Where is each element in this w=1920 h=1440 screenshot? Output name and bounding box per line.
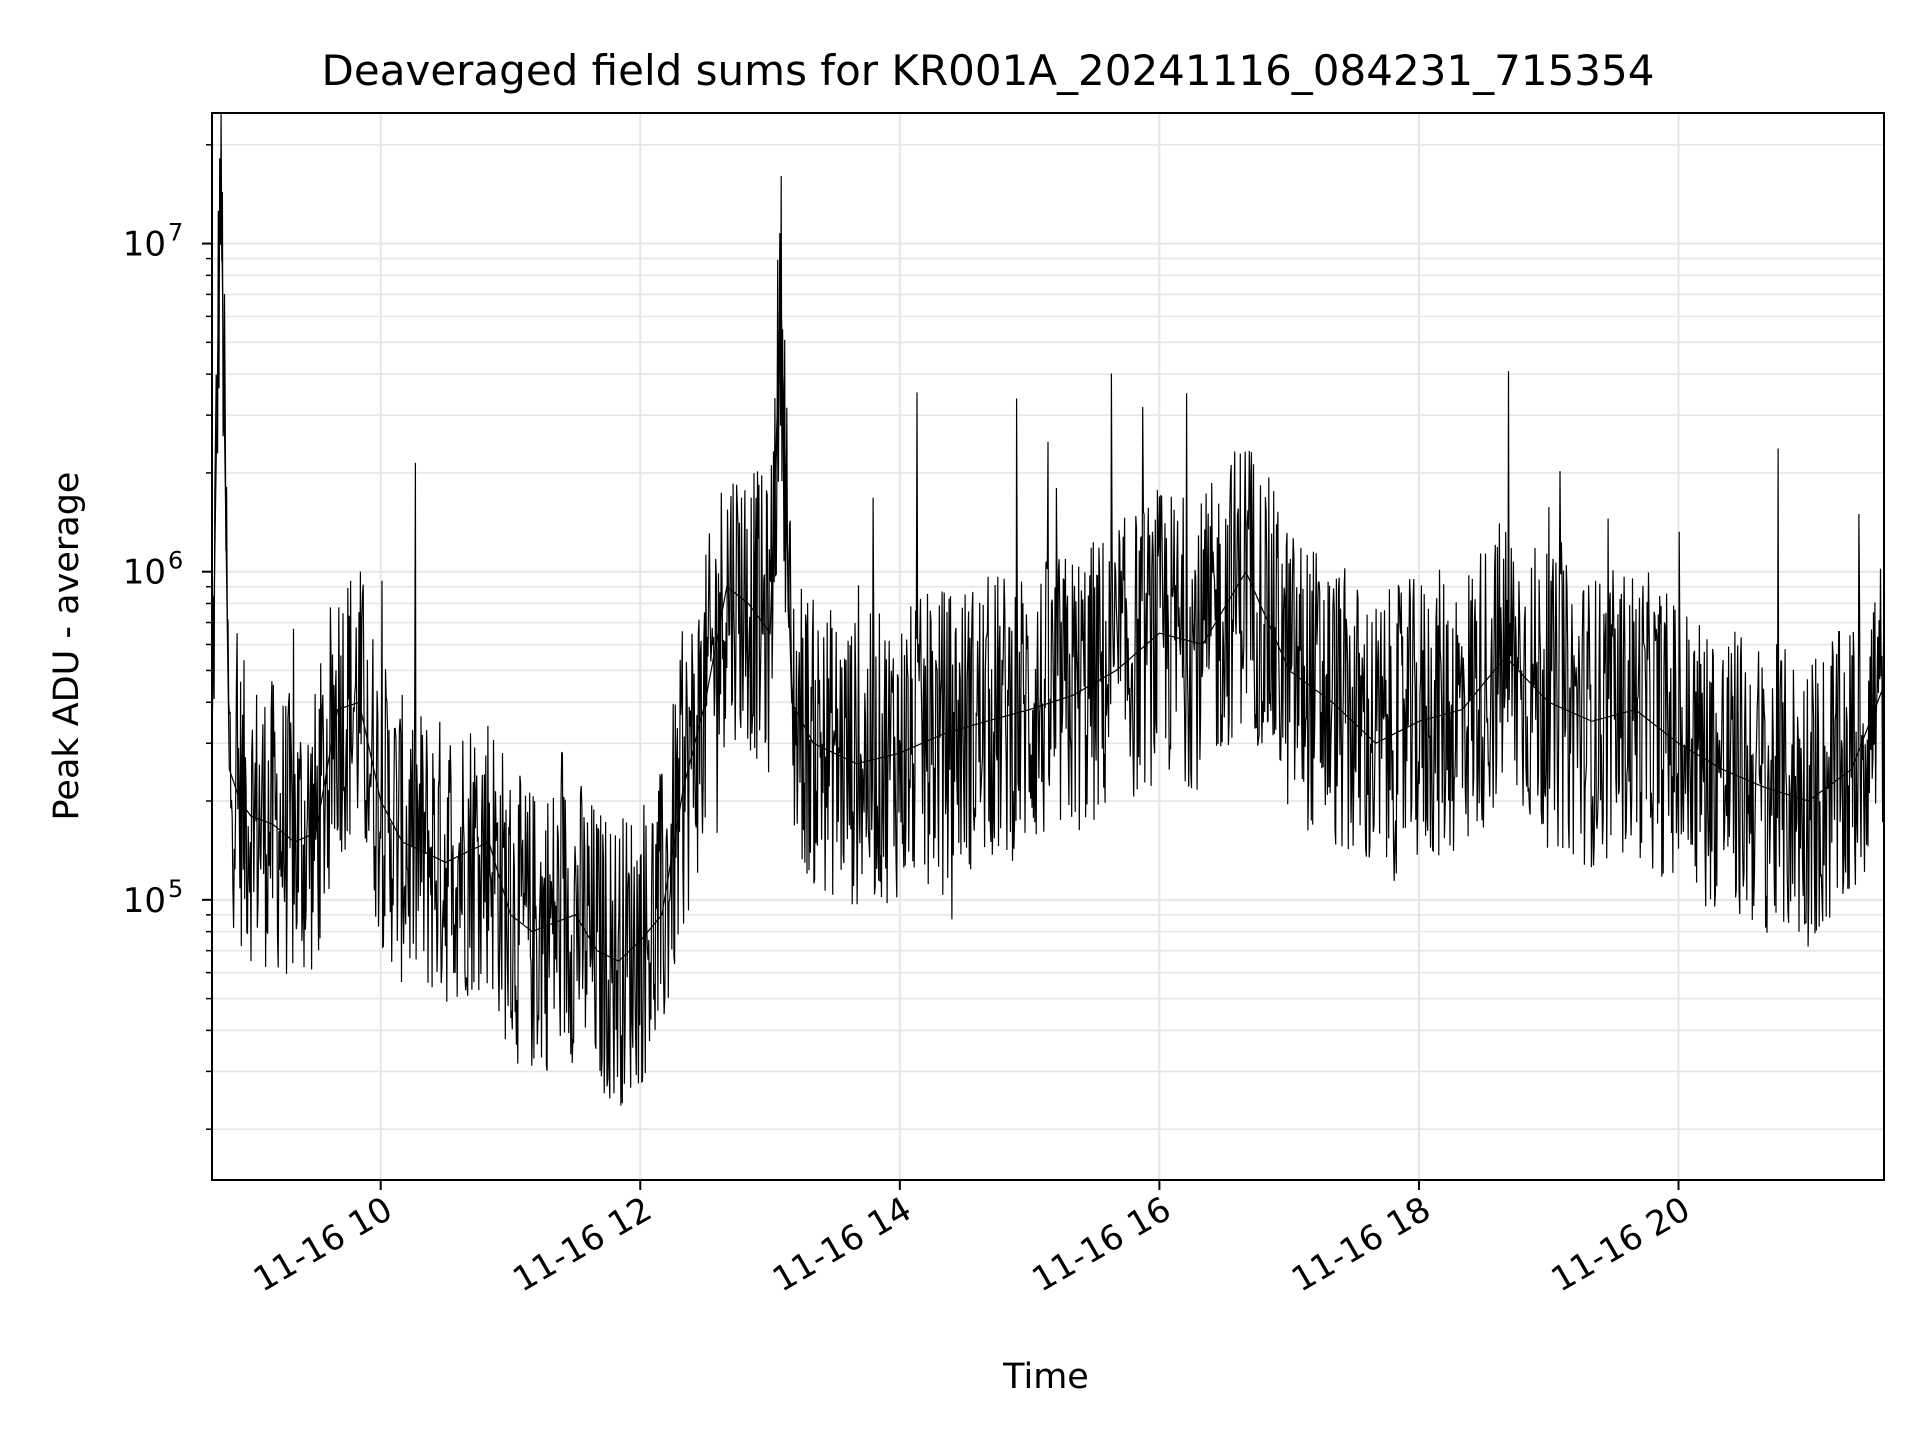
y-tick-label: 106: [123, 547, 184, 593]
series-line: [212, 159, 1884, 962]
x-axis-label: Time: [1002, 1357, 1089, 1397]
y-axis-label: Peak ADU - average: [47, 472, 87, 821]
y-ticks: 105 106 107: [123, 144, 212, 1130]
y-tick-label: 105: [123, 875, 184, 921]
series-trace: [212, 113, 1884, 1106]
x-tick-label: 11-16 12: [506, 1189, 658, 1300]
x-tick-label: 11-16 14: [766, 1189, 918, 1300]
x-tick-label: 11-16 10: [247, 1189, 399, 1300]
x-ticks: 11-16 10 11-16 12 11-16 14 11-16 16 11-16 18…: [247, 1180, 1697, 1300]
series-group: [212, 113, 1884, 1106]
x-tick-label: 11-16 16: [1026, 1189, 1178, 1300]
chart-title: Deaveraged field sums for KR001A_2024111…: [322, 46, 1655, 95]
plot-frame: [211, 112, 1885, 1181]
x-tick-label: 11-16 18: [1285, 1189, 1437, 1300]
x-tick-label: 11-16 20: [1545, 1189, 1697, 1300]
y-tick-label: 107: [123, 219, 184, 265]
